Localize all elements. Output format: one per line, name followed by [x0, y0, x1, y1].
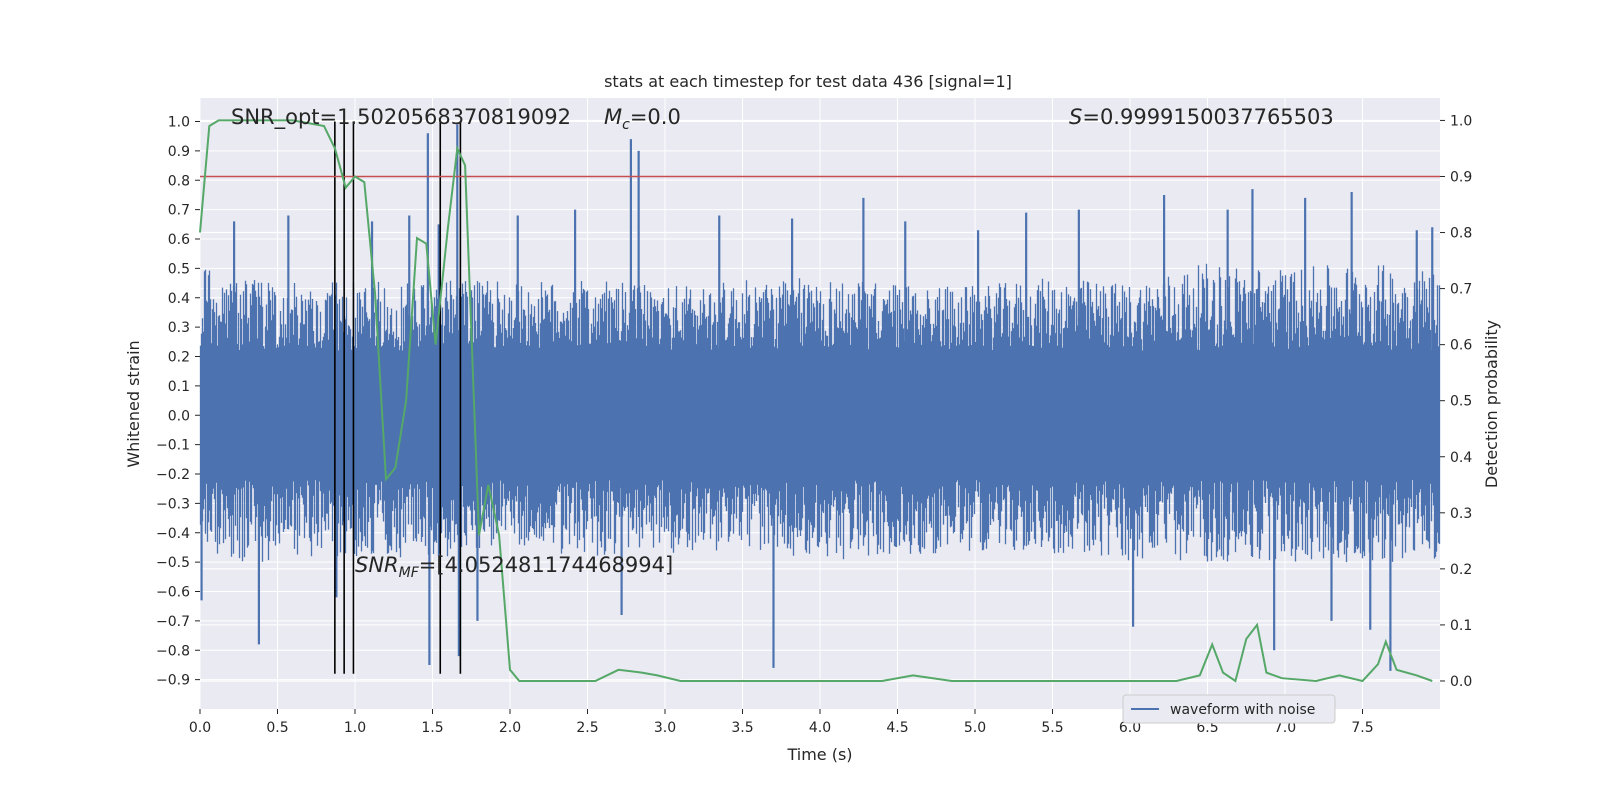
- chirp-mass-annotation: Mc=0.0: [604, 105, 681, 133]
- left-y-tick-label: 0.5: [168, 261, 190, 277]
- left-y-tick-label: 0.1: [168, 379, 190, 395]
- x-tick-label: 3.0: [654, 720, 676, 736]
- x-tick-label: 5.5: [1041, 720, 1063, 736]
- probability-line: [199, 119, 1433, 683]
- x-tick-label: 7.5: [1351, 720, 1373, 736]
- snr-mf-annotation: SNRMF=[4.052481174468994]: [355, 553, 673, 581]
- x-tick-label: 0.0: [189, 720, 211, 736]
- x-tick-label: 6.5: [1196, 720, 1218, 736]
- x-tick-label: 7.0: [1274, 720, 1296, 736]
- right-y-axis-label: Detection probability: [1482, 320, 1501, 488]
- chart-title: stats at each timestep for test data 436…: [604, 72, 1012, 91]
- x-axis-ticks: 0.0 0.5 1.0 1.5 2.0 2.5 3.0 3.5 4.0 4.5 5.0 5.5 6.0 6…: [189, 709, 1374, 736]
- left-y-axis-label: Whitened strain: [124, 340, 143, 467]
- left-y-tick-label: 0.0: [168, 408, 190, 424]
- left-y-tick-label: 1.0: [168, 115, 190, 131]
- x-tick-label: 4.5: [886, 720, 908, 736]
- left-y-tick-label: 0.3: [168, 320, 190, 336]
- x-tick-label: 2.0: [499, 720, 521, 736]
- x-tick-label: 1.5: [421, 720, 443, 736]
- right-y-tick-label: 0.2: [1450, 562, 1472, 578]
- left-y-tick-label: 0.8: [168, 173, 190, 189]
- legend-label-waveform: waveform with noise: [1170, 702, 1315, 718]
- waveform-series: [199, 124, 1441, 671]
- legend-frame: [1122, 694, 1336, 724]
- left-y-tick-label: −0.8: [156, 643, 190, 659]
- event-lines: [334, 121, 462, 674]
- left-y-tick-label: 0.2: [168, 350, 190, 366]
- left-y-tick-label: −0.7: [156, 614, 190, 630]
- left-y-tick-label: −0.5: [156, 555, 190, 571]
- right-y-tick-label: 0.7: [1450, 282, 1472, 298]
- x-tick-label: 5.0: [964, 720, 986, 736]
- left-y-tick-label: 0.6: [168, 232, 190, 248]
- right-y-tick-label: 0.3: [1450, 506, 1472, 522]
- left-y-tick-label: −0.6: [156, 585, 190, 601]
- left-y-tick-label: 0.7: [168, 203, 190, 219]
- right-y-tick-label: 0.0: [1450, 674, 1472, 690]
- probability-series: [199, 119, 1433, 683]
- x-tick-label: 3.5: [731, 720, 753, 736]
- right-y-axis-ticks: 1.0 0.9 0.8 0.7 0.6 0.5 0.4 0.3 0.2 0.1 0.0: [1440, 113, 1472, 690]
- right-y-tick-label: 0.6: [1450, 338, 1472, 354]
- right-y-tick-label: 0.9: [1450, 169, 1472, 185]
- left-y-tick-label: −0.1: [156, 438, 190, 454]
- left-y-tick-label: 0.4: [168, 291, 190, 307]
- legend: waveform with noise: [1122, 694, 1336, 724]
- left-y-tick-label: −0.4: [156, 526, 190, 542]
- right-y-tick-label: 0.8: [1450, 226, 1472, 242]
- x-tick-label: 1.0: [344, 720, 366, 736]
- plot-area: [199, 98, 1441, 709]
- left-y-tick-label: −0.3: [156, 496, 190, 512]
- snr-opt-annotation: SNR_opt=1.5020568370819092: [231, 105, 571, 130]
- right-y-tick-label: 0.1: [1450, 618, 1472, 634]
- left-y-tick-label: 0.9: [168, 144, 190, 160]
- left-y-tick-label: −0.9: [156, 673, 190, 689]
- left-y-axis-ticks: 1.0 0.9 0.8 0.7 0.6 0.5 0.4 0.3 0.2 0.1 0.0 −0.1 −0.…: [156, 115, 200, 689]
- x-tick-label: 2.5: [576, 720, 598, 736]
- x-tick-label: 6.0: [1119, 720, 1141, 736]
- score-annotation: S=0.9999150037765503: [1069, 105, 1334, 129]
- right-y-tick-label: 0.5: [1450, 394, 1472, 410]
- x-axis-label: Time (s): [786, 745, 852, 764]
- right-y-tick-label: 1.0: [1450, 113, 1472, 129]
- right-y-tick-label: 0.4: [1450, 450, 1472, 466]
- x-tick-label: 4.0: [809, 720, 831, 736]
- x-tick-label: 0.5: [266, 720, 288, 736]
- left-y-tick-label: −0.2: [156, 467, 190, 483]
